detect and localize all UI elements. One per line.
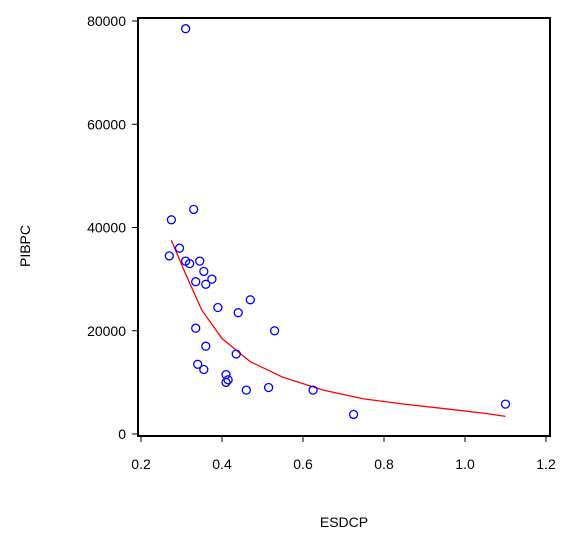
x-tick-label: 0.2: [131, 456, 151, 472]
fit-line: [170, 240, 506, 418]
scatter-point: [221, 369, 231, 380]
y-tick-label: 40000: [87, 220, 126, 236]
scatter-point: [191, 323, 201, 333]
x-tick-label: 0.6: [293, 456, 313, 472]
scatter-point: [174, 243, 185, 253]
scatter-point: [348, 409, 359, 420]
scatter-point: [166, 215, 177, 225]
scatter-point: [207, 274, 217, 284]
x-axis-ticks: 0.2 0.4 0.6 0.8 1.0 1.2: [131, 436, 556, 472]
y-tick-label: 60000: [87, 116, 126, 132]
scatter-point: [189, 204, 199, 215]
scatter-point: [213, 302, 223, 313]
scatter-point: [245, 295, 255, 305]
y-axis-ticks: 0 20000 40000 60000 80000: [87, 13, 138, 442]
scatter-point: [269, 326, 280, 336]
scatter-point: [500, 399, 511, 409]
scatter-point: [193, 359, 203, 369]
scatter-point: [221, 377, 231, 388]
scatter-point: [195, 256, 205, 266]
scatter-point: [223, 375, 233, 385]
scatter-points: [164, 24, 511, 420]
x-tick-label: 0.8: [374, 456, 394, 472]
scatter-point: [241, 385, 251, 395]
scatter-point: [231, 349, 241, 359]
y-tick-label: 0: [118, 426, 126, 442]
scatter-point: [201, 279, 211, 289]
y-axis-label: PIBPC: [17, 225, 33, 267]
x-tick-label: 1.0: [455, 456, 475, 472]
plot-frame: [137, 17, 551, 437]
scatter-point: [164, 251, 174, 261]
x-axis-label: ESDCP: [320, 514, 368, 530]
scatter-point: [263, 382, 274, 393]
scatter-point: [201, 341, 211, 351]
scatter-point: [199, 364, 209, 375]
scatter-point: [180, 24, 191, 34]
scatter-point: [233, 308, 243, 318]
scatter-point: [184, 258, 195, 269]
fit-line-group: [170, 240, 506, 418]
scatter-point: [199, 266, 209, 277]
y-tick-label: 20000: [87, 323, 126, 339]
x-tick-label: 1.2: [536, 456, 556, 472]
scatter-point: [191, 277, 201, 287]
x-tick-label: 0.4: [212, 456, 232, 472]
y-tick-label: 80000: [87, 13, 126, 29]
scatter-point: [308, 385, 318, 395]
